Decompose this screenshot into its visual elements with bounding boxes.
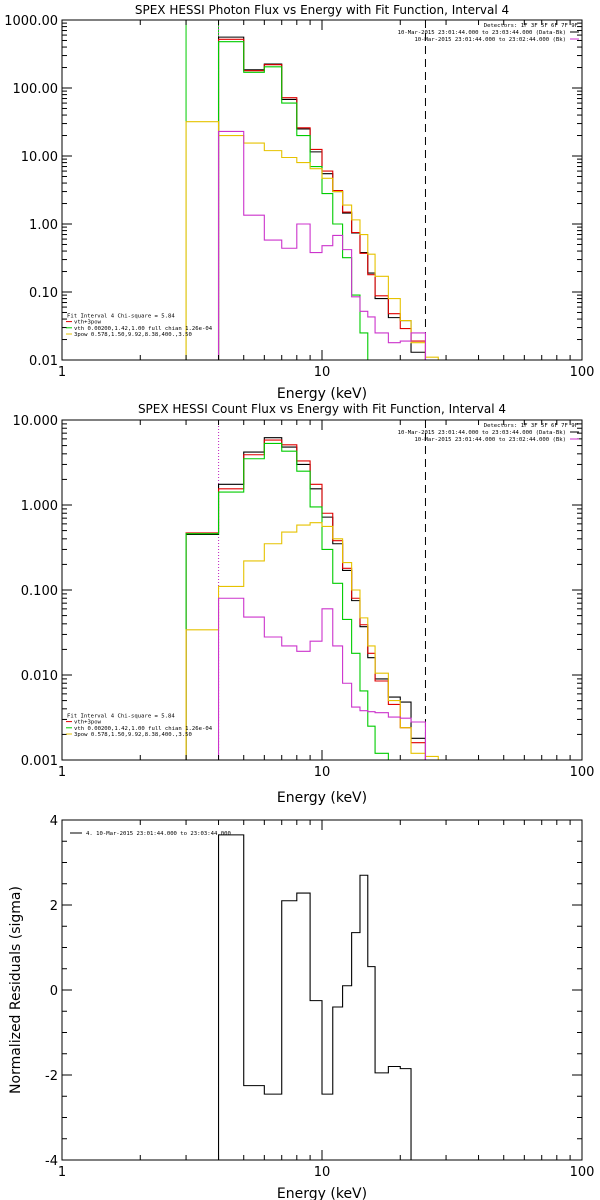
photon-flux-x-label: Energy (keV) [277,386,367,402]
y-tick-label: 2 [50,899,58,914]
residuals-y-label: Normalized Residuals (sigma) [8,886,24,1094]
x-tick-label: 10 [314,365,331,380]
x-tick-label: 10 [314,1165,331,1180]
photon-flux-title: SPEX HESSI Photon Flux vs Energy with Fi… [135,3,509,17]
x-tick-label: 100 [570,1165,595,1180]
top-legend-entry: 10-Mar-2015 23:01:44.000 to 23:02:44.000… [414,37,566,43]
series-0-line [217,834,426,1161]
series-4-line [217,130,427,360]
x-tick-label: 100 [570,765,595,780]
series-3-line [185,522,439,760]
y-tick-label: 0.001 [21,754,58,769]
x-tick-label: 1 [58,765,66,780]
series-3-line [185,121,439,360]
y-tick-label: 10.00 [21,150,58,165]
count-flux-panel: SPEX HESSI Count Flux vs Energy with Fit… [13,402,595,806]
series-4-line [217,597,427,760]
series-0-line [185,437,427,760]
y-tick-label: 1.000 [21,499,58,514]
y-tick-label: 1.00 [29,218,58,233]
bottom-legend-entry: 3pow 0.578,1.50,9.92,8.38,400.,3.50 [74,732,192,738]
y-tick-label: 0.10 [29,286,58,301]
bottom-legend-entry: vth+3pow [74,720,102,726]
residual-legend-entry: 4. 10-Mar-2015 23:01:44.000 to 23:03:44.… [86,831,231,837]
bottom-legend-entry: vth 0.00200,1.42,1.00 full chian 1.26e-0… [74,326,213,332]
y-tick-label: 4 [50,814,58,829]
top-legend-entry: Detectors: 1F 3F 5F 6F 7F 9F [484,423,579,429]
top-legend-entry: 10-Mar-2015 23:01:44.000 to 23:02:44.000… [414,437,566,443]
y-tick-label: 0.100 [21,584,58,599]
y-tick-label: 0.010 [21,669,58,684]
y-tick-label: 0 [50,984,58,999]
y-tick-label: -2 [45,1069,58,1084]
y-tick-label: 10.000 [13,414,59,429]
count-flux-title: SPEX HESSI Count Flux vs Energy with Fit… [138,402,506,416]
series-2-line [185,442,389,760]
x-tick-label: 100 [570,365,595,380]
y-tick-label: 1000.00 [4,14,58,29]
y-tick-label: 0.01 [29,354,58,369]
y-tick-label: 100.00 [13,82,59,97]
y-tick-label: -4 [45,1154,58,1169]
series-2-line [217,41,376,361]
top-legend-entry: Detectors: 1F 3F 5F 6F 7F 9F [484,23,579,29]
bottom-legend-entry: Fit Interval 4 Chi-square = 5.84 [67,713,175,719]
x-tick-label: 1 [58,1165,66,1180]
top-legend-entry: 10-Mar-2015 23:01:44.000 to 23:03:44.000… [398,430,566,436]
residuals-panel: 1 10 100 -4 -2 0 2 4 Energy (keV) Normalized Re… [8,814,594,1200]
bottom-legend-entry: vth+3pow [74,320,102,326]
bottom-legend-entry: Fit Interval 4 Chi-square = 5.84 [67,313,175,319]
photon-flux-panel: SPEX HESSI Photon Flux vs Energy with Fi… [4,3,594,402]
bottom-legend-entry: 3pow 0.578,1.50,9.92,8.38,400.,3.50 [74,332,192,338]
top-legend-entry: 10-Mar-2015 23:01:44.000 to 23:03:44.000… [398,30,566,36]
series-1-line [185,439,427,760]
count-flux-x-label: Energy (keV) [277,790,367,806]
x-tick-label: 10 [314,765,331,780]
bottom-legend-entry: vth 0.00200,1.42,1.00 full chian 1.26e-0… [74,726,213,732]
x-tick-label: 1 [58,365,66,380]
residuals-x-label: Energy (keV) [277,1186,367,1200]
